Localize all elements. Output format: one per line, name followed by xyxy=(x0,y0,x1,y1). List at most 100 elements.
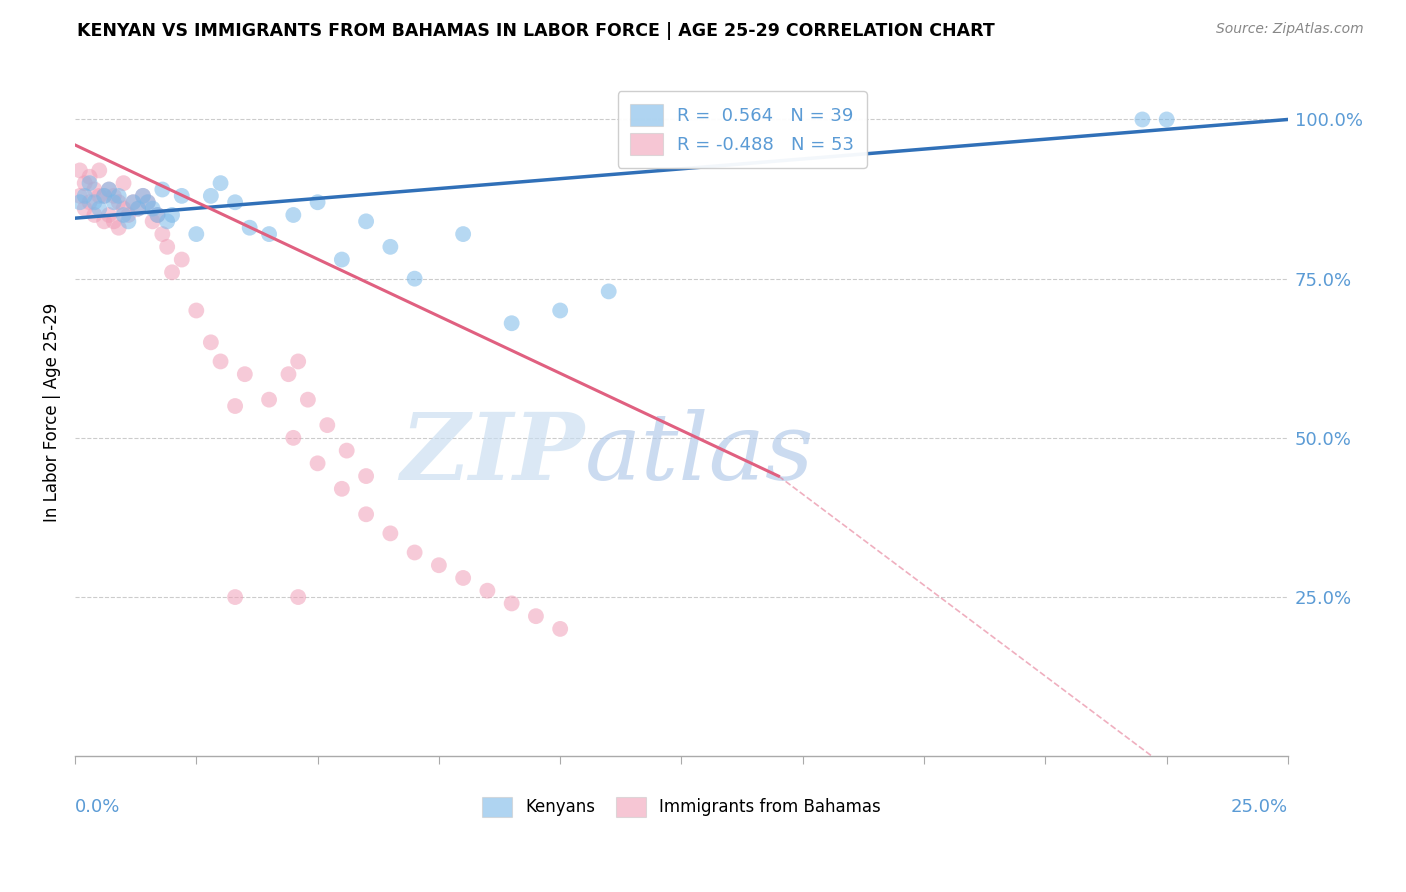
Point xyxy=(83,182,105,196)
Point xyxy=(136,195,159,210)
Text: KENYAN VS IMMIGRANTS FROM BAHAMAS IN LABOR FORCE | AGE 25-29 CORRELATION CHART: KENYAN VS IMMIGRANTS FROM BAHAMAS IN LAB… xyxy=(77,22,995,40)
Point xyxy=(336,443,359,458)
Point xyxy=(156,214,179,228)
Point xyxy=(89,189,111,203)
Point xyxy=(354,214,377,228)
Point xyxy=(69,163,91,178)
Point xyxy=(93,189,115,203)
Point xyxy=(142,214,165,228)
Point xyxy=(283,208,305,222)
Point xyxy=(233,367,256,381)
Point xyxy=(79,195,101,210)
Point xyxy=(122,195,145,210)
Point xyxy=(186,303,208,318)
Y-axis label: In Labor Force | Age 25-29: In Labor Force | Age 25-29 xyxy=(44,302,60,522)
Point xyxy=(316,418,339,433)
Point xyxy=(380,240,402,254)
Point xyxy=(73,202,96,216)
Point xyxy=(277,367,299,381)
Text: 25.0%: 25.0% xyxy=(1230,797,1288,815)
Point xyxy=(117,214,139,228)
Point xyxy=(146,208,169,222)
Point xyxy=(150,227,173,241)
Point xyxy=(136,195,159,210)
Point xyxy=(287,590,309,604)
Point xyxy=(93,189,115,203)
Point xyxy=(107,195,129,210)
Point xyxy=(73,189,96,203)
Point xyxy=(107,189,129,203)
Point xyxy=(239,220,262,235)
Point xyxy=(1132,112,1154,127)
Point xyxy=(98,182,121,196)
Point xyxy=(524,609,547,624)
Point xyxy=(69,189,91,203)
Point xyxy=(380,526,402,541)
Point xyxy=(598,285,620,299)
Point xyxy=(209,354,232,368)
Point xyxy=(200,189,222,203)
Point xyxy=(186,227,208,241)
Point xyxy=(107,220,129,235)
Point xyxy=(132,189,155,203)
Point xyxy=(103,189,125,203)
Point xyxy=(257,392,280,407)
Point xyxy=(477,583,499,598)
Point xyxy=(150,182,173,196)
Point xyxy=(146,208,169,222)
Point xyxy=(89,202,111,216)
Point xyxy=(112,208,135,222)
Point xyxy=(103,214,125,228)
Point xyxy=(127,202,149,216)
Point xyxy=(127,202,149,216)
Point xyxy=(142,202,165,216)
Point xyxy=(69,195,91,210)
Point xyxy=(354,469,377,483)
Point xyxy=(83,208,105,222)
Point xyxy=(404,271,426,285)
Point xyxy=(160,208,183,222)
Point xyxy=(501,316,523,330)
Point xyxy=(83,195,105,210)
Point xyxy=(307,195,329,210)
Point xyxy=(122,195,145,210)
Point xyxy=(93,214,115,228)
Point xyxy=(160,265,183,279)
Point xyxy=(103,195,125,210)
Point xyxy=(170,189,193,203)
Point xyxy=(297,392,319,407)
Point xyxy=(501,596,523,610)
Point xyxy=(112,176,135,190)
Point xyxy=(132,189,155,203)
Point xyxy=(307,456,329,470)
Point xyxy=(98,182,121,196)
Text: ZIP: ZIP xyxy=(401,409,585,499)
Point xyxy=(287,354,309,368)
Point xyxy=(354,508,377,522)
Text: Source: ZipAtlas.com: Source: ZipAtlas.com xyxy=(1216,22,1364,37)
Point xyxy=(170,252,193,267)
Point xyxy=(79,169,101,184)
Point xyxy=(427,558,450,573)
Point xyxy=(404,545,426,559)
Legend: Kenyans, Immigrants from Bahamas: Kenyans, Immigrants from Bahamas xyxy=(475,790,887,823)
Point xyxy=(112,202,135,216)
Point xyxy=(330,252,353,267)
Point xyxy=(117,208,139,222)
Point xyxy=(200,335,222,350)
Point xyxy=(548,303,571,318)
Point xyxy=(156,240,179,254)
Point xyxy=(1156,112,1178,127)
Point xyxy=(209,176,232,190)
Text: 0.0%: 0.0% xyxy=(75,797,121,815)
Point xyxy=(73,176,96,190)
Text: atlas: atlas xyxy=(585,409,814,499)
Point xyxy=(224,195,246,210)
Point xyxy=(79,176,101,190)
Point xyxy=(451,227,474,241)
Point xyxy=(98,208,121,222)
Point xyxy=(89,163,111,178)
Point xyxy=(224,399,246,413)
Point xyxy=(330,482,353,496)
Point xyxy=(283,431,305,445)
